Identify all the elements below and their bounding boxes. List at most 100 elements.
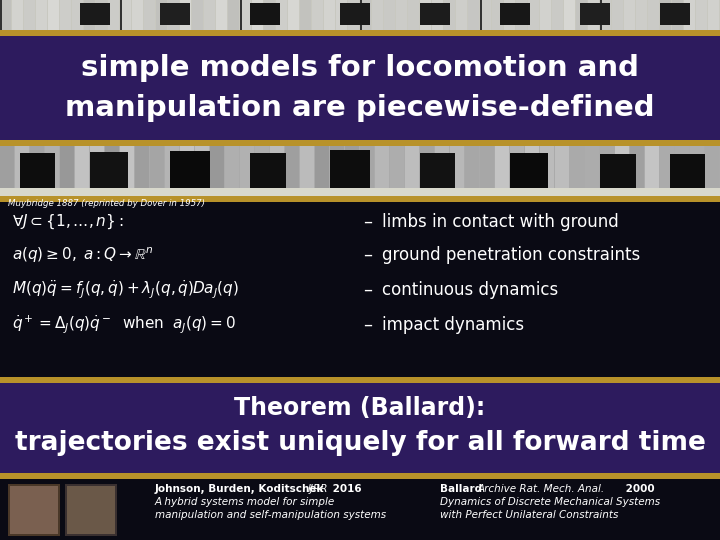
Bar — [480, 0, 491, 30]
Bar — [252, 0, 263, 30]
Bar — [672, 0, 683, 30]
Bar — [408, 0, 419, 30]
Bar — [8, 484, 60, 536]
Bar — [80, 3, 110, 25]
Bar — [435, 146, 449, 196]
Bar — [0, 377, 720, 383]
Bar — [132, 0, 143, 30]
Text: simple models for locomotion and
manipulation are piecewise-defined: simple models for locomotion and manipul… — [66, 55, 654, 122]
Bar — [495, 146, 509, 196]
Bar — [285, 146, 299, 196]
Bar — [0, 36, 720, 140]
Bar — [0, 146, 720, 196]
Bar — [20, 153, 55, 188]
Bar — [168, 0, 179, 30]
Bar — [600, 146, 614, 196]
Text: Muybridge 1887 (reprinted by Dover in 1957): Muybridge 1887 (reprinted by Dover in 19… — [8, 199, 205, 208]
Bar — [405, 146, 419, 196]
Bar — [600, 0, 602, 30]
Bar — [312, 0, 323, 30]
Bar — [456, 0, 467, 30]
Bar — [420, 0, 431, 30]
Bar — [660, 146, 674, 196]
Bar — [540, 0, 551, 30]
Text: –: – — [364, 281, 372, 299]
Text: Johnson, Burden, Koditschek: Johnson, Burden, Koditschek — [155, 484, 328, 494]
Bar — [330, 150, 370, 190]
Bar — [630, 146, 644, 196]
Bar — [0, 479, 720, 540]
Text: limbs in contact with ground: limbs in contact with ground — [382, 213, 618, 231]
Bar — [264, 0, 275, 30]
Bar — [492, 0, 503, 30]
Bar — [540, 146, 554, 196]
Bar — [250, 153, 286, 189]
Bar — [636, 0, 647, 30]
Bar — [684, 0, 695, 30]
Bar — [45, 146, 59, 196]
Bar — [60, 146, 74, 196]
Bar — [450, 146, 464, 196]
Bar — [660, 3, 690, 25]
Bar — [420, 3, 450, 25]
Bar — [24, 0, 35, 30]
Bar — [510, 146, 524, 196]
Bar — [670, 154, 705, 189]
Bar — [0, 0, 11, 30]
Bar — [480, 146, 494, 196]
Bar — [288, 0, 299, 30]
Text: –: – — [364, 316, 372, 334]
Bar — [240, 0, 251, 30]
Bar — [465, 146, 479, 196]
Bar — [0, 30, 720, 36]
Bar — [600, 154, 636, 190]
Bar — [516, 0, 527, 30]
Bar — [270, 146, 284, 196]
Bar — [615, 146, 629, 196]
Text: A hybrid systems model for simple: A hybrid systems model for simple — [155, 497, 336, 507]
Bar — [84, 0, 95, 30]
Bar — [696, 0, 707, 30]
Bar — [345, 146, 359, 196]
Bar — [0, 146, 14, 196]
Bar — [588, 0, 599, 30]
Text: trajectories exist uniquely for all forward time: trajectories exist uniquely for all forw… — [14, 430, 706, 456]
Bar — [300, 146, 314, 196]
Bar — [510, 153, 548, 191]
Bar — [340, 3, 370, 25]
Bar — [528, 0, 539, 30]
Bar — [192, 0, 203, 30]
Bar — [552, 0, 563, 30]
Bar — [585, 146, 599, 196]
Bar — [0, 140, 720, 146]
Bar — [708, 0, 719, 30]
Text: IJRR: IJRR — [308, 484, 328, 494]
Bar — [0, 0, 2, 30]
Bar — [96, 0, 107, 30]
Text: –: – — [364, 213, 372, 231]
Bar — [108, 0, 119, 30]
Bar — [150, 146, 164, 196]
Text: $\forall J \subset \{1,\ldots,n\} :$: $\forall J \subset \{1,\ldots,n\} :$ — [12, 213, 124, 231]
Bar — [480, 0, 482, 30]
Bar — [60, 0, 71, 30]
Bar — [500, 3, 530, 25]
Bar — [600, 0, 611, 30]
Bar — [372, 0, 383, 30]
Bar — [360, 0, 371, 30]
Bar — [65, 484, 117, 536]
Bar — [240, 0, 242, 30]
Bar — [250, 3, 280, 25]
Bar — [30, 146, 44, 196]
Bar — [468, 0, 479, 30]
Bar — [330, 146, 344, 196]
Bar — [90, 152, 128, 190]
Bar — [0, 202, 720, 377]
Bar — [105, 146, 119, 196]
Text: $\dot{q}^+ = \Delta_J(q)\dot{q}^-\;$ when $\;a_J(q) = 0$: $\dot{q}^+ = \Delta_J(q)\dot{q}^-\;$ whe… — [12, 314, 236, 336]
Bar — [0, 188, 720, 196]
Bar — [10, 486, 58, 534]
Bar — [705, 146, 719, 196]
Bar — [504, 0, 515, 30]
Bar — [0, 383, 720, 473]
